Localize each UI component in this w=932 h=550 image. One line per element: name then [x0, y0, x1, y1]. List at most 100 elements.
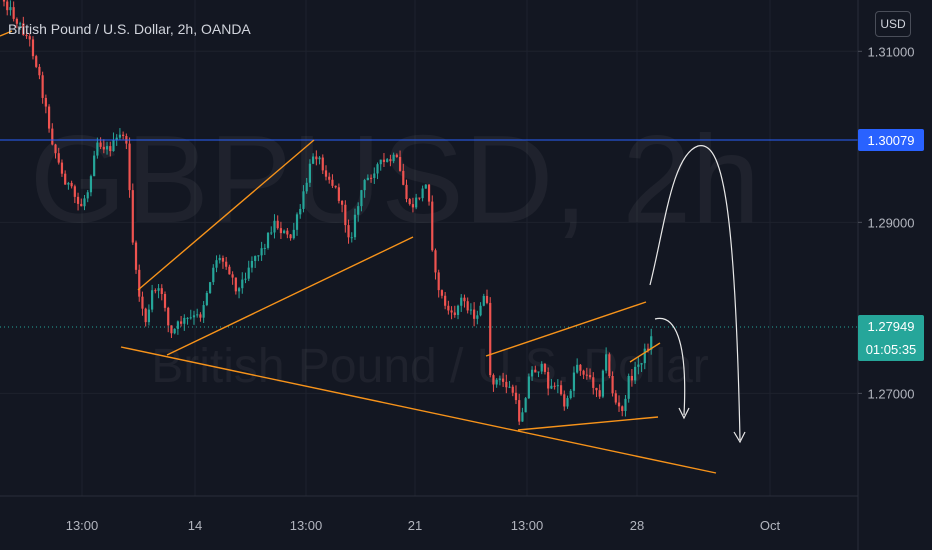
candle-down — [395, 154, 398, 158]
candle-down — [466, 301, 469, 311]
time-tick-label: 13:00 — [511, 518, 544, 533]
time-tick-label: 21 — [408, 518, 422, 533]
candle-up — [566, 398, 569, 407]
candle-up — [498, 378, 501, 380]
time-tick-label: 13:00 — [290, 518, 323, 533]
candle-up — [353, 214, 357, 238]
candle-down — [621, 406, 624, 412]
candle-down — [563, 394, 566, 407]
candle-up — [601, 370, 605, 397]
candle-up — [569, 390, 572, 399]
candle-down — [473, 309, 476, 319]
candle-up — [192, 315, 196, 318]
candle-up — [241, 279, 244, 289]
candle-down — [163, 294, 167, 308]
candlestick-series — [2, 0, 653, 426]
price-axis-background — [858, 0, 932, 550]
candle-up — [495, 379, 498, 385]
currency-button[interactable]: USD — [875, 11, 911, 37]
candle-down — [534, 369, 537, 373]
candle-down — [41, 75, 44, 98]
candle-up — [640, 363, 643, 365]
candle-up — [96, 142, 99, 156]
time-tick-label: 13:00 — [66, 518, 99, 533]
candle-down — [559, 385, 563, 395]
candle-down — [60, 162, 64, 174]
candle-up — [244, 278, 247, 280]
candle-down — [64, 173, 67, 185]
candle-down — [341, 200, 344, 205]
candle-up — [424, 184, 427, 189]
candle-up — [627, 375, 630, 399]
candle-up — [476, 315, 479, 319]
trendline-wedge-lower — [517, 416, 659, 431]
candle-down — [398, 157, 402, 171]
candle-down — [57, 153, 60, 163]
candle-up — [212, 267, 215, 283]
projection-arrowhead-large — [733, 431, 746, 444]
candle-up — [350, 237, 353, 239]
chart-title: British Pound / U.S. Dollar, 2h, OANDA — [8, 21, 251, 37]
candle-up — [215, 260, 218, 268]
resistance-price-label: 1.30079 — [868, 133, 915, 148]
candle-up — [572, 372, 576, 391]
candle-down — [38, 66, 41, 76]
candle-down — [331, 179, 334, 186]
trendline-corner — [0, 30, 13, 37]
candle-up — [173, 328, 176, 334]
candle-down — [505, 381, 508, 388]
candle-down — [12, 7, 15, 19]
candle-down — [276, 220, 279, 229]
candle-up — [605, 354, 608, 371]
price-axis[interactable]: 1.31000 1.29000 1.27000 — [858, 44, 915, 401]
candle-down — [518, 400, 521, 422]
time-axis[interactable]: 13:00 14 13:00 21 13:00 28 Oct — [66, 518, 781, 533]
candle-up — [237, 288, 241, 292]
candle-down — [450, 310, 453, 313]
candle-down — [547, 371, 550, 389]
candle-up — [305, 182, 308, 192]
candle-up — [89, 176, 93, 193]
candle-down — [434, 250, 437, 273]
candle-down — [170, 325, 173, 334]
candle-up — [186, 317, 189, 319]
time-tick-label: Oct — [760, 518, 781, 533]
candle-up — [19, 23, 22, 25]
candle-up — [270, 232, 273, 234]
candle-down — [646, 348, 650, 350]
candle-up — [208, 282, 212, 293]
resistance-price-tag — [858, 129, 924, 151]
trendline-small-rising — [629, 342, 661, 363]
candle-up — [118, 134, 122, 138]
candle-down — [234, 277, 237, 292]
candle-up — [373, 173, 376, 178]
candle-up — [318, 157, 321, 160]
candle-up — [363, 180, 366, 191]
candle-up — [469, 309, 472, 311]
candle-down — [138, 269, 141, 297]
candle-down — [28, 36, 31, 40]
candle-down — [289, 234, 292, 239]
candle-down — [102, 146, 105, 150]
candle-down — [131, 190, 134, 243]
candle-up — [302, 191, 305, 209]
trend-drawings[interactable] — [0, 30, 717, 474]
candle-up — [105, 146, 109, 150]
candle-up — [295, 214, 299, 230]
price-tick-label: 1.31000 — [868, 44, 915, 59]
candle-up — [415, 197, 418, 208]
candle-up — [202, 305, 205, 318]
projection-arrows[interactable] — [649, 145, 746, 444]
candle-down — [328, 176, 331, 180]
candle-up — [637, 364, 640, 367]
candle-down — [22, 23, 25, 35]
candle-down — [405, 184, 408, 200]
candle-up — [392, 154, 395, 162]
candle-up — [205, 292, 208, 306]
candle-up — [93, 155, 96, 177]
candle-down — [402, 170, 405, 185]
trendline-support-lower — [120, 346, 717, 474]
candle-up — [283, 230, 286, 234]
candle-down — [160, 288, 163, 295]
